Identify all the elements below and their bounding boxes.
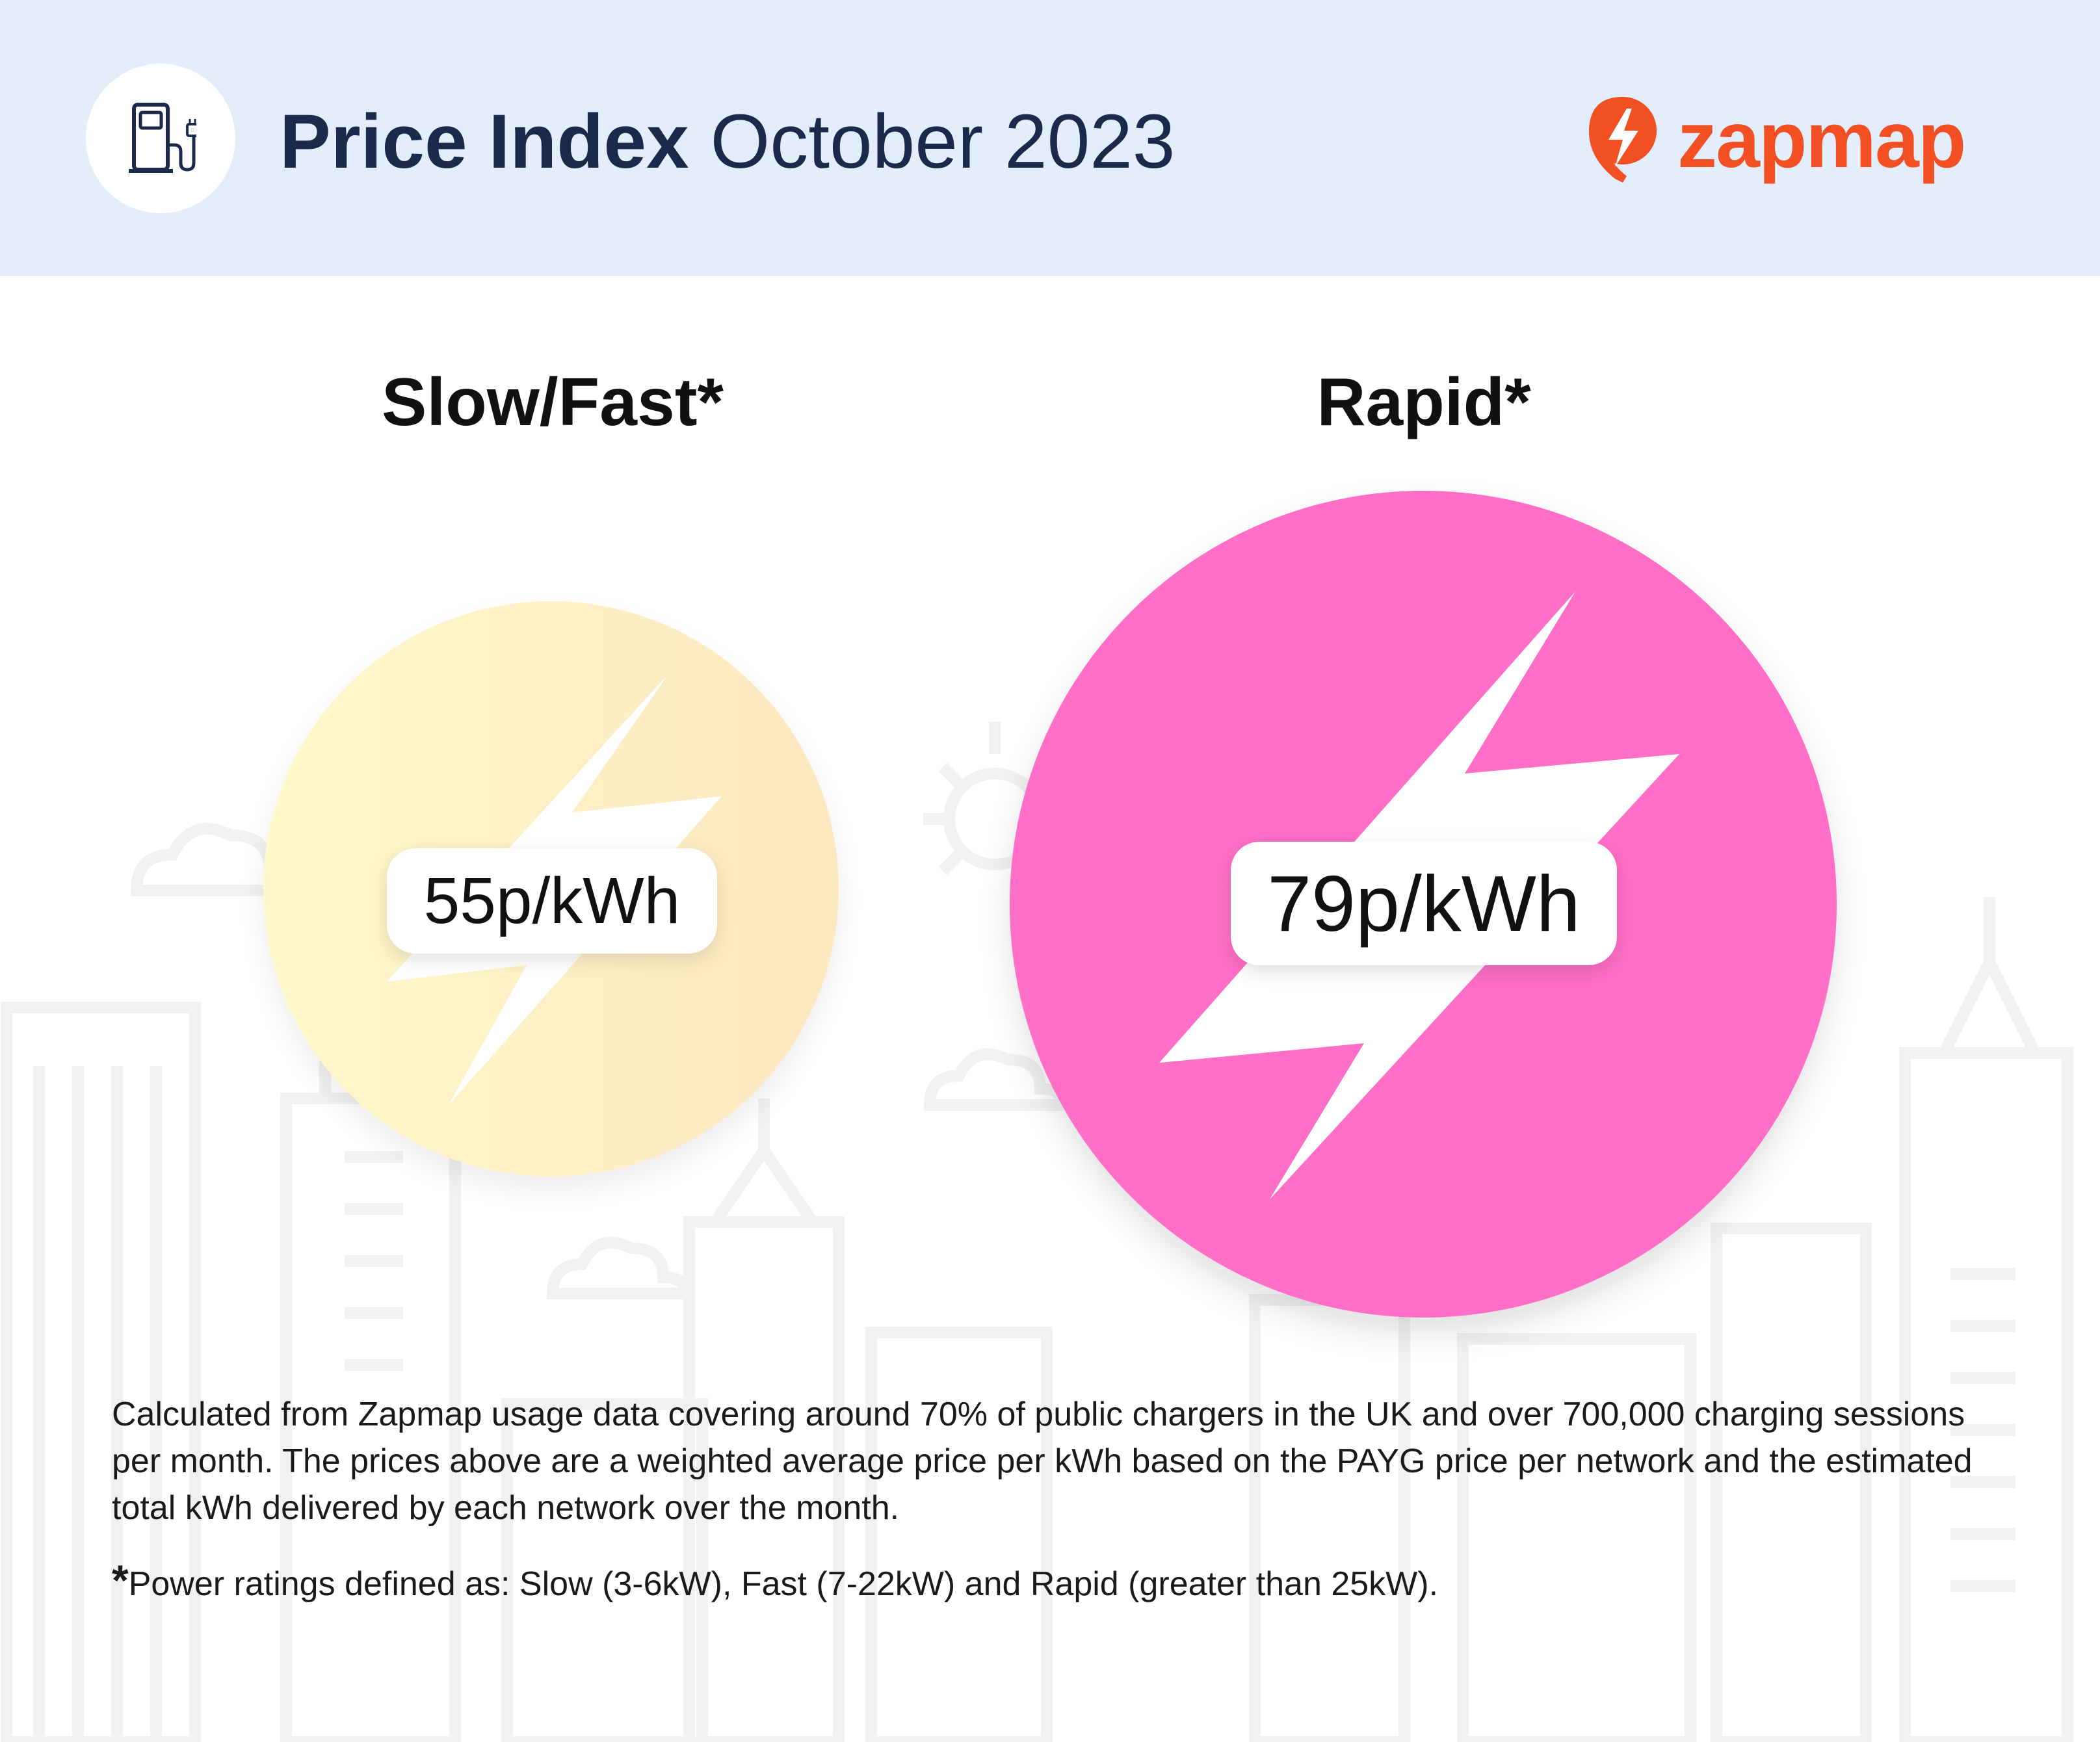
brand-logo: zapmap <box>1586 91 1966 188</box>
rapid-label: Rapid* <box>1317 365 1531 440</box>
asterisk: * <box>112 1556 129 1604</box>
ev-charger-icon <box>129 103 196 173</box>
title-bold: Price Index <box>280 99 689 185</box>
slow-fast-label: Slow/Fast* <box>382 365 724 440</box>
brand-name: zapmap <box>1677 96 1966 184</box>
power-rating-definition: Power ratings defined as: Slow (3-6kW), … <box>128 1565 1439 1603</box>
zapmap-bolt-icon <box>1589 97 1657 183</box>
title-date: October 2023 <box>710 99 1175 185</box>
methodology-note: Calculated from Zapmap usage data coveri… <box>112 1396 1973 1527</box>
rapid-price: 79p/kWh <box>1231 842 1617 965</box>
page-title: Price Index October 2023 <box>280 90 1175 194</box>
power-rating-note: *Power ratings defined as: Slow (3-6kW),… <box>112 1557 1997 1607</box>
slow-fast-price: 55p/kWh <box>387 848 717 954</box>
logo-badge <box>86 64 235 213</box>
header-band: Price Index October 2023 zapmap <box>0 0 2100 276</box>
